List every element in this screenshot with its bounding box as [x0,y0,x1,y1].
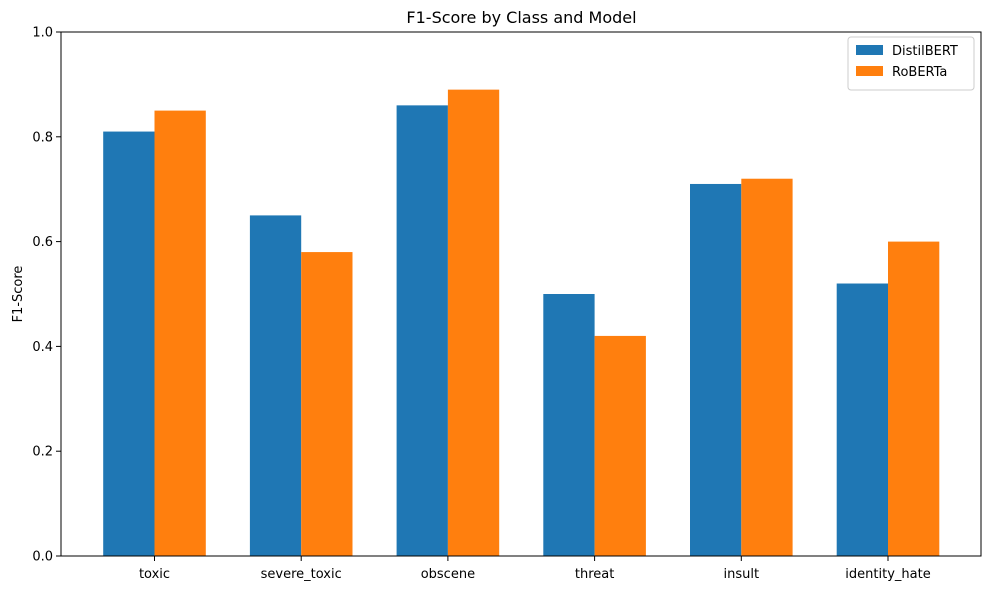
legend: DistilBERT RoBERTa [847,36,975,91]
legend-swatch-distilbert [856,45,883,55]
bar-roberta-toxic [154,110,206,556]
bar-distilbert-insult [690,183,742,556]
y-tick-label: 0.2 [32,445,53,460]
y-axis: 0.0 0.2 0.4 0.6 0.8 1.0 [32,26,61,565]
x-tick-label: obscene [421,567,475,582]
y-axis-label: F1-Score [11,266,26,323]
x-tick-label: identity_hate [845,567,930,582]
x-axis: toxic severe_toxic obscene threat insult iden… [139,556,931,582]
y-tick-label: 0.8 [32,130,53,145]
bar-distilbert-threat [543,294,595,556]
bar-distilbert-severe_toxic [249,215,302,556]
x-tick-label: severe_toxic [261,567,342,582]
x-tick-label: threat [575,567,614,582]
bar-roberta-severe_toxic [301,252,353,556]
legend-label-distilbert: DistilBERT [892,44,958,59]
y-tick-label: 0.4 [32,340,53,355]
x-tick-label: toxic [139,567,170,582]
bar-distilbert-obscene [396,105,448,557]
bar-roberta-insult [741,178,793,556]
bar-roberta-threat [594,335,646,556]
bar-distilbert-toxic [103,131,155,556]
x-tick-label: insult [724,567,760,582]
legend-label-roberta: RoBERTa [892,65,947,80]
plot-frame [60,31,982,557]
y-tick-label: 1.0 [32,26,53,41]
bars-group [103,89,940,557]
y-tick-label: 0.0 [32,550,53,565]
chart-title: F1-Score by Class and Model [406,8,636,27]
bar-distilbert-identity_hate [836,283,888,556]
y-tick-label: 0.6 [32,235,53,250]
bar-roberta-obscene [447,89,500,556]
legend-swatch-roberta [856,66,883,76]
bar-roberta-identity_hate [888,241,940,556]
